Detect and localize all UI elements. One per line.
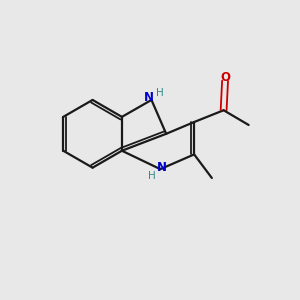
Text: H: H: [148, 171, 155, 181]
Text: N: N: [143, 91, 154, 104]
Text: N: N: [157, 161, 167, 174]
Text: O: O: [220, 71, 230, 84]
Text: H: H: [156, 88, 164, 98]
